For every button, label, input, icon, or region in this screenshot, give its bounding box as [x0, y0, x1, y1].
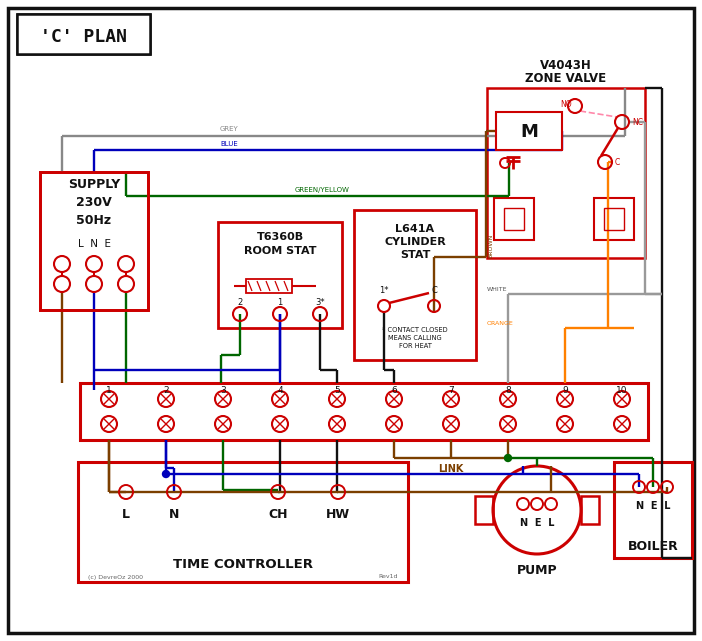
Text: TIME CONTROLLER: TIME CONTROLLER [173, 558, 313, 570]
Text: N: N [168, 508, 179, 520]
Text: NC: NC [632, 117, 643, 126]
Text: ORANGE: ORANGE [487, 321, 514, 326]
FancyBboxPatch shape [496, 112, 562, 150]
Text: ZONE VALVE: ZONE VALVE [525, 72, 607, 85]
Text: LINK: LINK [438, 464, 464, 474]
Text: 6: 6 [391, 385, 397, 394]
Text: L641A
CYLINDER
STAT: L641A CYLINDER STAT [384, 224, 446, 260]
Text: WHITE: WHITE [487, 287, 508, 292]
Text: V4043H: V4043H [540, 58, 592, 72]
Circle shape [162, 470, 169, 478]
Text: 1: 1 [277, 297, 283, 306]
Text: * CONTACT CLOSED
MEANS CALLING
FOR HEAT: * CONTACT CLOSED MEANS CALLING FOR HEAT [382, 327, 448, 349]
Text: SUPPLY
230V
50Hz: SUPPLY 230V 50Hz [68, 178, 120, 226]
Text: M: M [520, 123, 538, 141]
Text: 1: 1 [106, 385, 112, 394]
Text: 1*: 1* [379, 286, 389, 295]
Text: CH: CH [268, 508, 288, 520]
Text: 4: 4 [277, 385, 283, 394]
Text: L: L [122, 508, 130, 520]
Text: L  N  E: L N E [77, 239, 110, 249]
Text: N  E  L: N E L [636, 501, 670, 511]
Text: 'C' PLAN: 'C' PLAN [39, 28, 126, 46]
FancyBboxPatch shape [8, 8, 694, 633]
FancyBboxPatch shape [17, 14, 150, 54]
Text: 3: 3 [220, 385, 226, 394]
Text: 10: 10 [616, 385, 628, 394]
Text: (c) DevreOz 2000: (c) DevreOz 2000 [88, 574, 143, 579]
Text: 9: 9 [562, 385, 568, 394]
Text: 2: 2 [163, 385, 168, 394]
Text: PUMP: PUMP [517, 563, 557, 576]
Text: Rev1d: Rev1d [378, 574, 398, 579]
Text: NO: NO [560, 99, 572, 108]
Text: C: C [431, 286, 437, 295]
Text: N  E  L: N E L [519, 518, 555, 528]
Text: T6360B
ROOM STAT: T6360B ROOM STAT [244, 233, 316, 256]
Text: 7: 7 [448, 385, 454, 394]
Text: 5: 5 [334, 385, 340, 394]
Text: HW: HW [326, 508, 350, 520]
Text: 'C' PLAN: 'C' PLAN [39, 28, 126, 46]
Text: BLUE: BLUE [220, 141, 238, 147]
Text: GREY: GREY [220, 126, 239, 132]
Text: GREEN/YELLOW: GREEN/YELLOW [295, 187, 350, 193]
Circle shape [505, 454, 512, 462]
FancyBboxPatch shape [17, 14, 150, 54]
Text: C: C [615, 158, 621, 167]
Text: 8: 8 [505, 385, 511, 394]
Text: 3*: 3* [315, 297, 325, 306]
Text: BOILER: BOILER [628, 540, 678, 553]
FancyBboxPatch shape [246, 279, 292, 293]
Text: 2: 2 [237, 297, 243, 306]
Text: BROWN: BROWN [488, 233, 493, 258]
